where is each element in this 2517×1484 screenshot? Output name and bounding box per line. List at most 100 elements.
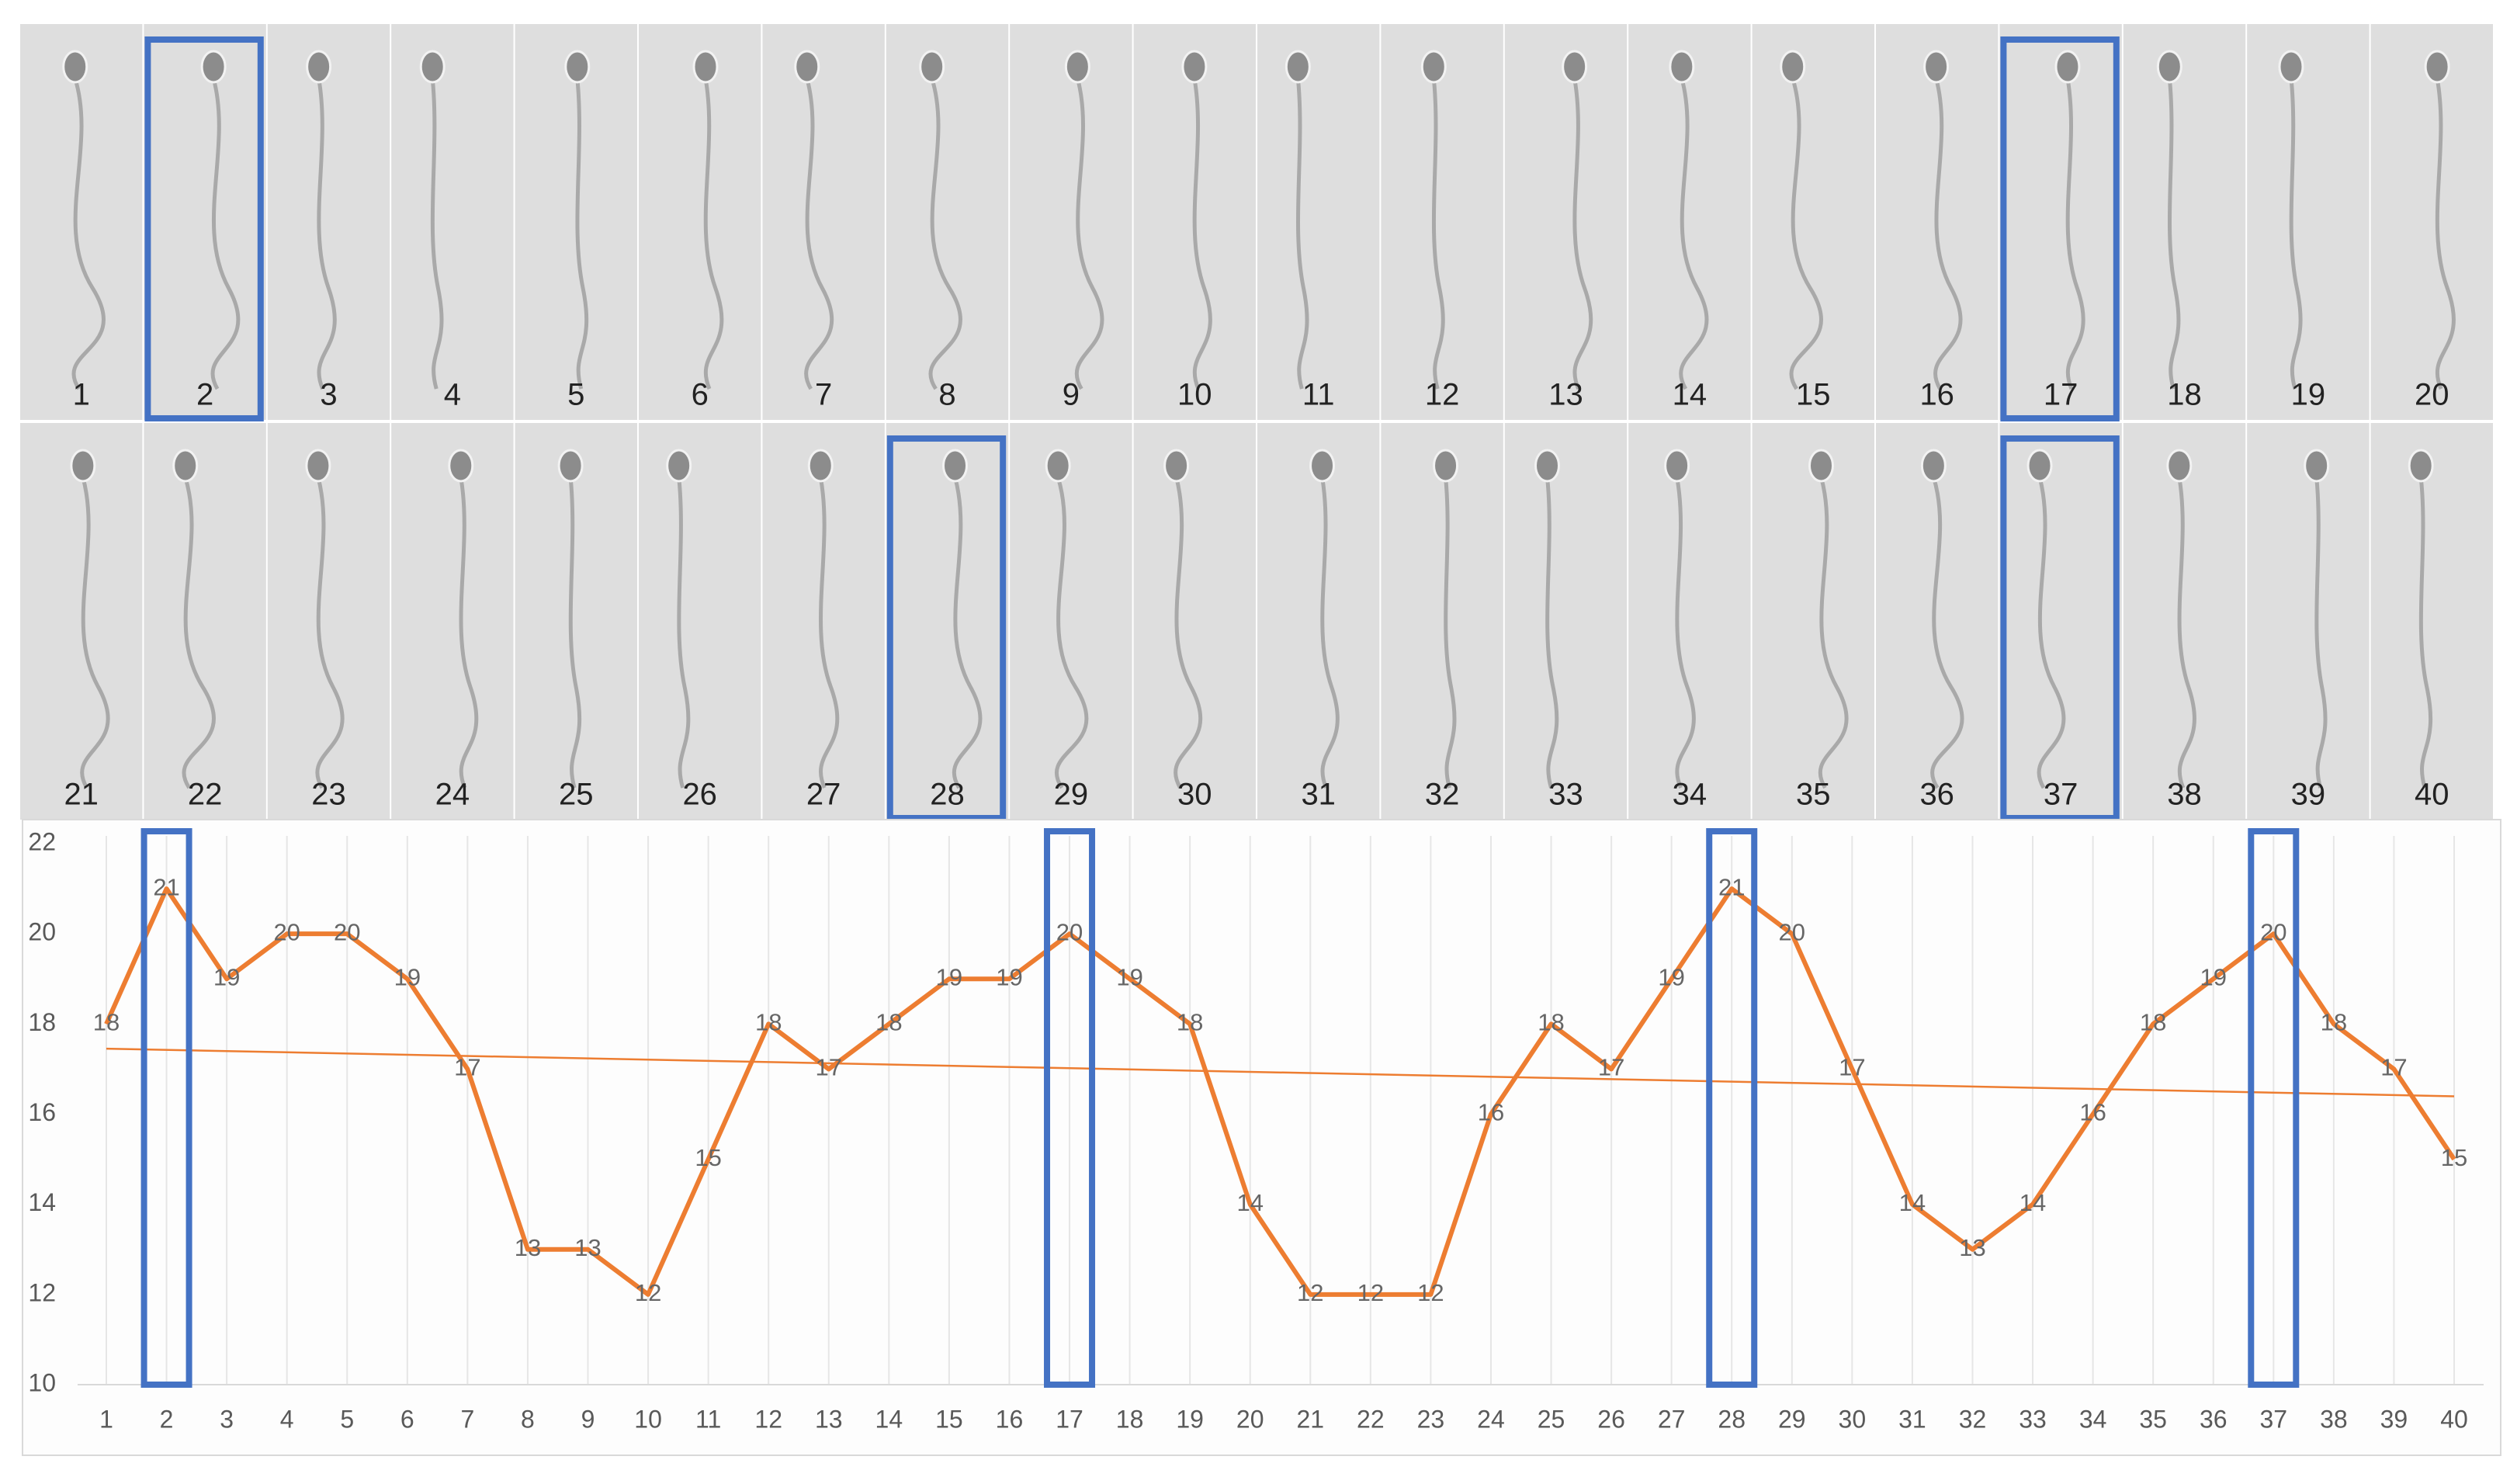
tail [818,477,840,789]
data-label: 15 [2441,1144,2467,1171]
head [1562,50,1588,84]
data-label: 20 [1779,918,1805,945]
data-label: 13 [1959,1234,1985,1261]
frame-label: 15 [1796,378,1831,412]
tail [1320,477,1340,789]
head [666,449,692,483]
tail [575,78,589,390]
frame [1133,423,1256,820]
frame [391,423,514,820]
frame-label: 17 [2044,378,2078,412]
chart-highlight [2248,828,2300,1388]
head [1163,449,1190,483]
head [807,449,834,483]
head [692,50,719,84]
x-tick-label: 27 [1658,1405,1686,1433]
frame [391,24,514,420]
x-tick-label: 13 [815,1405,843,1433]
frame-label: 9 [1063,378,1080,412]
data-label: 21 [1718,873,1745,900]
x-tick-label: 1 [99,1405,113,1433]
frame-label: 12 [1425,378,1460,412]
tail [1930,477,1964,789]
y-tick-label: 16 [28,1098,56,1126]
x-tick-label: 4 [280,1405,294,1433]
head [305,449,331,483]
data-label: 19 [1116,963,1142,990]
head [1780,50,1806,84]
data-label: 18 [1538,1009,1564,1036]
frame-label: 18 [2167,378,2202,412]
x-tick-label: 30 [1839,1405,1867,1433]
frame-label: 31 [1301,778,1336,812]
data-label: 14 [2019,1189,2046,1216]
data-label: 12 [1297,1279,1323,1306]
tail [1675,477,1696,789]
head [448,449,474,483]
data-label: 14 [1899,1189,1926,1216]
tail [1055,477,1089,789]
x-tick-label: 36 [2200,1405,2228,1433]
tail [210,78,241,390]
x-tick-label: 15 [935,1405,963,1433]
x-tick-label: 5 [340,1405,354,1433]
data-label: 20 [1056,918,1083,945]
x-tick-label: 21 [1296,1405,1324,1433]
x-tick-label: 6 [400,1405,414,1433]
tail [80,477,110,789]
x-tick-label: 25 [1538,1405,1565,1433]
tail [182,477,216,789]
frame-label: 7 [815,378,832,412]
head [419,50,446,84]
x-tick-label: 32 [1959,1405,1987,1433]
frame-label: 35 [1796,778,1831,812]
x-tick-label: 17 [1056,1405,1083,1433]
frame [1999,423,2122,820]
head [200,50,227,84]
tail [1789,78,1823,390]
data-label: 13 [515,1234,541,1261]
x-tick-label: 31 [1898,1405,1926,1433]
data-label: 21 [153,873,179,900]
frame-label: 20 [2415,378,2449,412]
x-tick-label: 23 [1417,1405,1445,1433]
frame [1010,24,1132,420]
head [1045,449,1071,483]
frame-label: 26 [682,778,717,812]
frame [267,24,390,420]
data-label: 15 [695,1144,721,1171]
x-tick-label: 29 [1778,1405,1806,1433]
frame-label: 29 [1054,778,1089,812]
head [2026,449,2053,483]
head [1923,50,1950,84]
tail [1295,78,1309,390]
y-tick-label: 20 [28,918,56,946]
frame [2370,423,2493,820]
frame-label: 3 [320,378,337,412]
head [2054,50,2081,84]
data-label: 19 [394,963,421,990]
frame-label: 4 [444,378,461,412]
frame [639,423,761,820]
head [1664,449,1690,483]
frame-label: 11 [1302,378,1335,412]
frame [1381,423,1503,820]
tail [2167,78,2181,390]
y-tick-label: 22 [28,827,56,855]
head [2304,449,2330,483]
frame [20,24,143,420]
frame-label: 37 [2044,778,2078,812]
data-label: 18 [93,1009,120,1036]
x-tick-label: 19 [1176,1405,1204,1433]
x-tick-label: 20 [1236,1405,1264,1433]
frame-label: 32 [1425,778,1460,812]
frame-label: 28 [930,778,965,812]
head [1420,50,1447,84]
data-label: 17 [816,1054,842,1081]
data-label: 12 [635,1279,661,1306]
head [1808,449,1834,483]
frame [1257,423,1380,820]
chart-area [22,819,2501,1456]
